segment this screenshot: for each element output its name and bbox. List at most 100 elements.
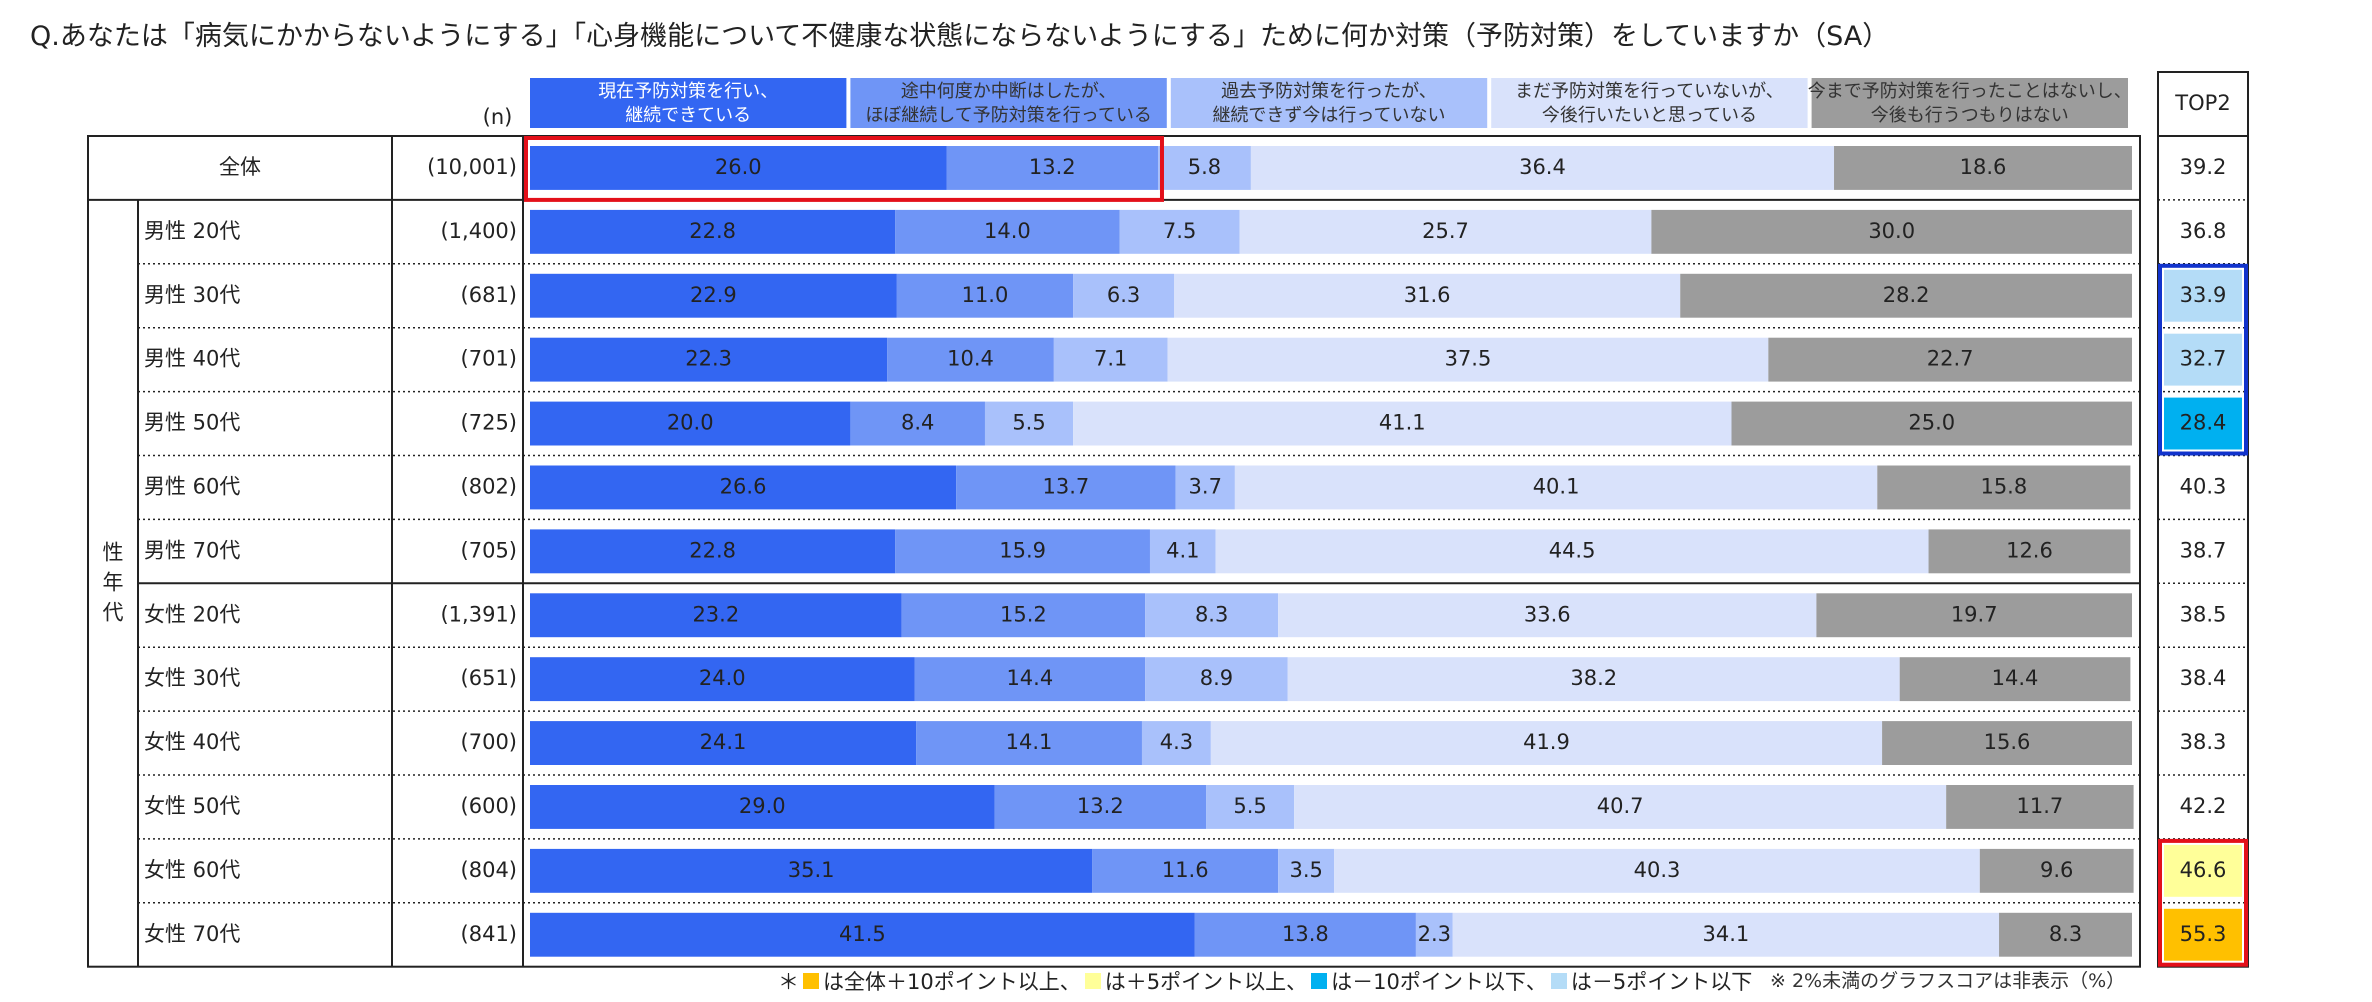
- swatch-minus5: [1550, 973, 1567, 989]
- bar-value-label: 15.9: [999, 538, 1046, 562]
- bar-segment: [1278, 593, 1817, 638]
- bar-value-label: 14.0: [984, 219, 1031, 243]
- bar-value-label: 41.5: [839, 922, 886, 946]
- legend-box-1: [530, 78, 847, 128]
- bar-value-label: 8.3: [2049, 922, 2082, 946]
- bar-value-label: 13.2: [1077, 794, 1124, 818]
- n-header: (n): [483, 105, 513, 129]
- highlight-box-male-30-50: [2158, 263, 2248, 456]
- bar-value-label: 19.7: [1951, 602, 1998, 626]
- bar-value-label: 22.9: [690, 283, 737, 307]
- bar-value-label: 14.4: [1992, 666, 2039, 690]
- bar-segment: [1287, 657, 1900, 702]
- bar-value-label: 12.6: [2006, 538, 2053, 562]
- bar-segment: [1946, 785, 2134, 829]
- bar-value-label: 24.1: [700, 730, 747, 754]
- bar-value-label: 2.3: [1418, 922, 1451, 946]
- bar-value-label: 29.0: [739, 794, 786, 818]
- question-title: Q.あなたは「病気にかからないようにする」「心身機能について不健康な状態にならな…: [30, 21, 1890, 52]
- bar-segment: [1731, 401, 2132, 446]
- bar-value-label: 28.2: [1883, 283, 1930, 307]
- bar-segment: [887, 337, 1054, 382]
- bar-value-label: 24.0: [699, 666, 746, 690]
- bar-value-label: 22.3: [685, 347, 732, 371]
- bar-segment: [1194, 912, 1416, 957]
- top2-value: 38.3: [2180, 730, 2227, 754]
- bar-segment: [530, 337, 888, 382]
- top2-highlight-fill: [2164, 844, 2242, 897]
- bar-value-label: 40.7: [1597, 794, 1644, 818]
- bar-value-label: 11.6: [1162, 858, 1209, 882]
- bar-value-label: 25.7: [1422, 219, 1469, 243]
- group-label-char: 性: [103, 540, 124, 564]
- bar-segment: [916, 721, 1142, 765]
- bar-segment: [1239, 209, 1652, 254]
- bar-segment: [901, 593, 1146, 638]
- bar-segment: [956, 465, 1176, 510]
- row-label: 女性 40代: [144, 730, 240, 754]
- bar-segment: [530, 593, 902, 638]
- row-n: (1,400): [440, 219, 517, 243]
- legend-label-4: まだ予防対策を行っていないが、: [1515, 81, 1784, 102]
- legend-label-1: 現在予防対策を行い、: [598, 81, 778, 102]
- swatch-plus10: [803, 973, 819, 989]
- row-n: (804): [461, 858, 517, 882]
- bar-value-label: 4.3: [1160, 730, 1193, 754]
- row-label: 全体: [219, 155, 261, 179]
- bar-value-label: 15.6: [1984, 730, 2031, 754]
- row-label: 女性 30代: [144, 666, 240, 690]
- row-label: 男性 60代: [144, 474, 240, 498]
- bar-value-label: 13.7: [1042, 474, 1089, 498]
- bar-value-label: 31.6: [1404, 283, 1451, 307]
- top2-highlight-fill: [2164, 333, 2242, 386]
- top2-value: 38.5: [2180, 602, 2227, 626]
- bar-segment: [1073, 273, 1175, 318]
- bar-segment: [1141, 721, 1211, 765]
- bar-segment: [1334, 848, 1980, 893]
- bar-value-label: 14.1: [1006, 730, 1053, 754]
- legend-label-3: 過去予防対策を行ったが、: [1221, 81, 1437, 102]
- bar-segment: [1234, 465, 1878, 510]
- bar-segment: [530, 912, 1195, 957]
- footnote-minus10: は－10ポイント以下、: [1331, 970, 1547, 994]
- bar-value-label: 35.1: [788, 858, 835, 882]
- bar-segment: [850, 401, 985, 446]
- bar-segment: [530, 848, 1093, 893]
- bar-value-label: 18.6: [1960, 155, 2007, 179]
- bar-segment: [895, 209, 1120, 254]
- top2-value: 40.3: [2180, 474, 2227, 498]
- bar-segment: [1278, 848, 1335, 893]
- bar-value-label: 23.2: [692, 602, 739, 626]
- highlight-box-total: [524, 136, 1164, 202]
- bar-segment: [1415, 912, 1453, 957]
- color-legend-footnote: ＊ は全体＋10ポイント以上、 は＋5ポイント以上、 は－10ポイント以下、 は…: [778, 966, 1752, 996]
- bar-value-label: 22.8: [689, 219, 736, 243]
- row-n: (705): [461, 538, 517, 562]
- row-n: (701): [461, 347, 517, 371]
- bar-segment: [530, 401, 851, 446]
- bar-segment: [1250, 146, 1835, 190]
- bar-segment: [1999, 912, 2132, 957]
- bar-segment: [530, 146, 947, 190]
- bar-segment: [1174, 273, 1681, 318]
- bar-segment: [1167, 337, 1769, 382]
- bar-value-label: 5.5: [1012, 411, 1045, 435]
- bar-value-label: 34.1: [1703, 922, 1750, 946]
- row-label: 女性 50代: [144, 794, 240, 818]
- bar-segment: [530, 721, 917, 765]
- row-label: 男性 40代: [144, 347, 240, 371]
- footnote-plus10: は全体＋10ポイント以上、: [823, 970, 1081, 994]
- row-n: (700): [461, 730, 517, 754]
- top2-highlight-fill: [2164, 397, 2242, 450]
- bar-value-label: 33.6: [1524, 602, 1571, 626]
- row-n: (802): [461, 474, 517, 498]
- footnote-plus5: は＋5ポイント以上、: [1104, 970, 1308, 994]
- bar-segment: [530, 657, 915, 702]
- bar-segment: [1816, 593, 2132, 638]
- top2-value: 55.3: [2180, 922, 2227, 946]
- bar-value-label: 5.8: [1188, 155, 1221, 179]
- bar-segment: [1157, 146, 1251, 190]
- bar-value-label: 44.5: [1549, 538, 1596, 562]
- legend-label-3-line2: 継続できず今は行っていない: [1212, 105, 1445, 126]
